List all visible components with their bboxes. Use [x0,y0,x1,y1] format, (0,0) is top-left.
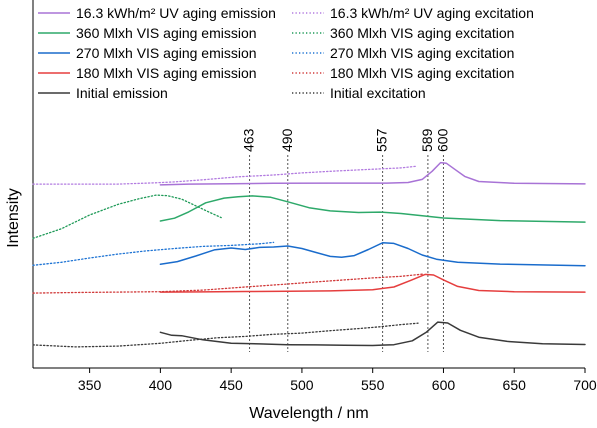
series-line-9 [32,322,419,348]
legend-label-8: Initial emission [76,85,168,101]
series-line-5 [32,241,275,266]
series-line-0 [159,161,586,186]
x-tick-label: 700 [573,377,597,393]
x-tick-label: 650 [503,377,527,393]
reference-line-label: 600 [434,128,450,152]
legend: 16.3 kWh/m² UV aging emission 16.3 kWh/m²… [38,5,534,101]
x-tick-label: 350 [78,377,102,393]
x-ticks: 350 400 450 500 550 600 650 700 [78,368,597,393]
legend-label-6: 180 Mlxh VIS aging emission [76,65,257,81]
series-layer [32,161,586,348]
series-line-8 [159,321,586,347]
legend-label-9: Initial excitation [330,85,426,101]
reference-lines: 463 490 557 589 600 [241,128,450,352]
series-line-2 [159,195,586,223]
x-tick-label: 550 [361,377,385,393]
x-tick-label: 500 [290,377,314,393]
series-line-1 [32,165,416,185]
legend-label-1: 16.3 kWh/m² UV aging excitation [330,5,534,21]
legend-label-3: 360 Mlxh VIS aging excitation [330,25,514,41]
series-line-4 [159,242,586,267]
legend-label-7: 180 Mlxh VIS aging excitation [330,65,514,81]
reference-line-label: 589 [419,128,435,152]
reference-line-label: 490 [279,128,295,152]
x-tick-label: 400 [149,377,173,393]
legend-label-5: 270 Mlxh VIS aging excitation [330,45,514,61]
y-axis-label: Intensity [5,188,22,248]
legend-label-0: 16.3 kWh/m² UV aging emission [76,5,276,21]
series-line-7 [32,273,423,294]
x-axis-label: Wavelength / nm [249,405,368,422]
legend-label-2: 360 Mlxh VIS aging emission [76,25,257,41]
legend-label-4: 270 Mlxh VIS aging emission [76,45,257,61]
reference-line-label: 463 [241,128,257,152]
x-tick-label: 600 [432,377,456,393]
x-tick-label: 450 [219,377,243,393]
series-line-3 [32,194,222,239]
reference-line-label: 557 [374,128,390,152]
series-line-6 [159,273,586,293]
